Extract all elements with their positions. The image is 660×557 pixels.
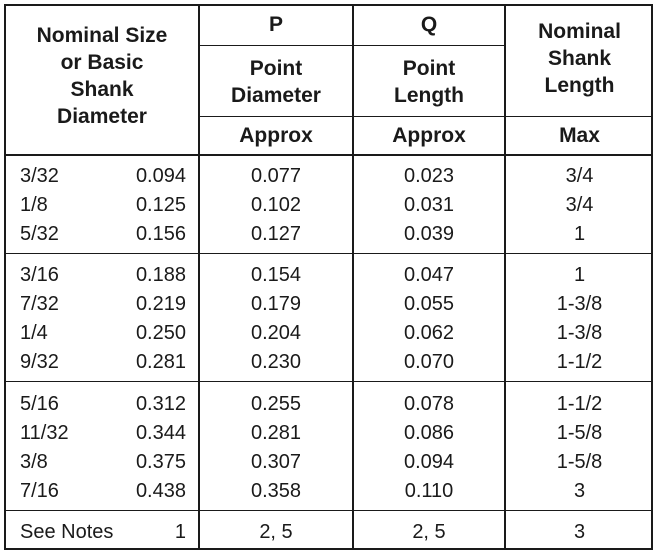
cell-shank-length: 3/4 bbox=[565, 165, 594, 187]
notes-point-length-ref: 2, 5 bbox=[412, 521, 446, 543]
column-divider bbox=[504, 4, 506, 550]
cell-point-length: 0.023 bbox=[403, 165, 455, 187]
header-point-diameter: Point Diameter bbox=[231, 57, 321, 107]
cell-diameter: 0.125 bbox=[135, 194, 186, 216]
cell-diameter: 0.312 bbox=[135, 393, 186, 415]
cell-shank-length: 1-5/8 bbox=[556, 422, 603, 444]
cell-point-length: 0.031 bbox=[403, 194, 455, 216]
column-divider bbox=[352, 4, 354, 550]
header-p-approx: Approx bbox=[239, 124, 313, 147]
cell-shank-length: 1-1/2 bbox=[556, 351, 603, 373]
header-shank-max: Max bbox=[559, 124, 600, 147]
cell-size: 3/8 bbox=[20, 451, 48, 473]
cell-diameter: 0.250 bbox=[135, 322, 186, 344]
cell-point-diameter: 0.255 bbox=[250, 393, 302, 415]
cell-point-length: 0.070 bbox=[403, 351, 455, 373]
notes-divider bbox=[4, 510, 653, 511]
cell-diameter: 0.188 bbox=[135, 264, 186, 286]
cell-shank-length: 1 bbox=[573, 264, 586, 286]
group-divider bbox=[4, 253, 653, 254]
table-border bbox=[4, 4, 653, 550]
cell-diameter: 0.281 bbox=[135, 351, 186, 373]
cell-point-diameter: 0.230 bbox=[250, 351, 302, 373]
cell-point-length: 0.110 bbox=[404, 480, 454, 502]
header-point-length: Point Length bbox=[394, 57, 464, 107]
cell-size: 3/16 bbox=[20, 264, 59, 286]
cell-point-diameter: 0.102 bbox=[250, 194, 302, 216]
cell-diameter: 0.375 bbox=[135, 451, 186, 473]
notes-size-ref: 1 bbox=[174, 521, 186, 543]
cell-diameter: 0.344 bbox=[135, 422, 186, 444]
cell-shank-length: 1-5/8 bbox=[556, 451, 603, 473]
cell-size: 5/16 bbox=[20, 393, 59, 415]
header-divider bbox=[198, 45, 506, 46]
group-divider bbox=[4, 381, 653, 382]
header-bottom-rule bbox=[4, 154, 653, 156]
cell-point-length: 0.078 bbox=[403, 393, 455, 415]
header-p-letter: P bbox=[268, 13, 283, 36]
cell-size: 9/32 bbox=[20, 351, 59, 373]
cell-size: 7/32 bbox=[20, 293, 59, 315]
cell-shank-length: 3 bbox=[573, 480, 586, 502]
cell-diameter: 0.156 bbox=[135, 223, 186, 245]
cell-point-diameter: 0.154 bbox=[250, 264, 302, 286]
cell-point-diameter: 0.077 bbox=[250, 165, 302, 187]
cell-size: 7/16 bbox=[20, 480, 59, 502]
cell-point-length: 0.055 bbox=[403, 293, 455, 315]
cell-shank-length: 1-1/2 bbox=[556, 393, 603, 415]
header-shank-length: Nominal Shank Length bbox=[538, 20, 621, 97]
column-divider bbox=[198, 4, 200, 550]
cell-point-diameter: 0.179 bbox=[250, 293, 302, 315]
cell-shank-length: 1-3/8 bbox=[556, 322, 603, 344]
notes-label: See Notes bbox=[20, 521, 114, 543]
cell-shank-length: 3/4 bbox=[565, 194, 594, 216]
notes-point-diameter-ref: 2, 5 bbox=[259, 521, 293, 543]
cell-diameter: 0.094 bbox=[135, 165, 186, 187]
cell-size: 5/32 bbox=[20, 223, 59, 245]
header-divider bbox=[198, 116, 653, 117]
cell-point-diameter: 0.358 bbox=[250, 480, 302, 502]
cell-size: 1/8 bbox=[20, 194, 48, 216]
cell-point-diameter: 0.307 bbox=[250, 451, 302, 473]
cell-point-length: 0.062 bbox=[403, 322, 455, 344]
header-q-letter: Q bbox=[420, 13, 438, 36]
cell-size: 3/32 bbox=[20, 165, 59, 187]
cell-point-diameter: 0.281 bbox=[250, 422, 302, 444]
cell-point-length: 0.047 bbox=[403, 264, 455, 286]
cell-point-length: 0.086 bbox=[403, 422, 455, 444]
cell-shank-length: 1-3/8 bbox=[556, 293, 603, 315]
cell-point-length: 0.094 bbox=[403, 451, 455, 473]
cell-point-diameter: 0.204 bbox=[250, 322, 302, 344]
notes-shank-length-ref: 3 bbox=[573, 521, 586, 543]
cell-shank-length: 1 bbox=[573, 223, 586, 245]
header-q-approx: Approx bbox=[392, 124, 466, 147]
header-nominal-size: Nominal Size or Basic Shank Diameter bbox=[36, 24, 168, 128]
cell-point-diameter: 0.127 bbox=[250, 223, 302, 245]
cell-diameter: 0.219 bbox=[135, 293, 186, 315]
cell-diameter: 0.438 bbox=[135, 480, 186, 502]
cell-size: 1/4 bbox=[20, 322, 48, 344]
cell-size: 11/32 bbox=[20, 422, 69, 444]
cell-point-length: 0.039 bbox=[403, 223, 455, 245]
